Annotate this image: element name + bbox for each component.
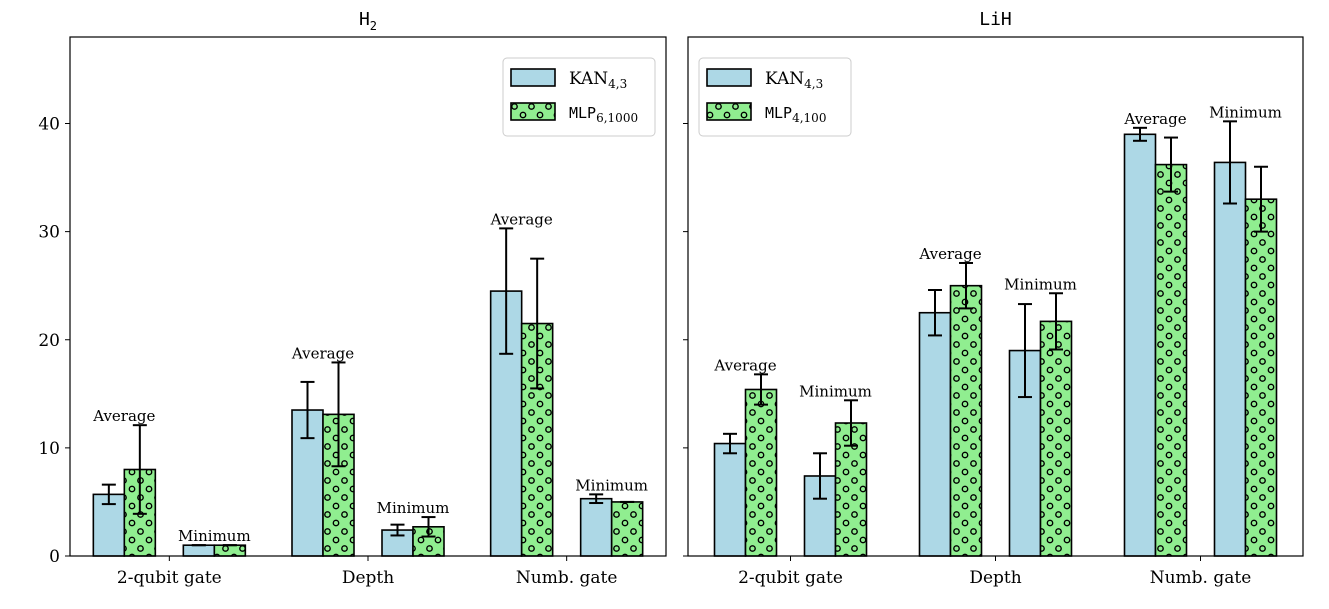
x-tick-label: Depth [342,568,394,588]
group-label-average: Average [490,210,553,228]
y-tick-label: 40 [38,115,60,135]
chart-title: LiH [979,9,1012,30]
legend-label-kan: KAN4,3 [765,69,823,91]
legend-swatch-kan [510,68,556,87]
group-label-average: Average [713,356,776,374]
group-label-average: Average [918,245,981,263]
bar-kan-minimum-3 [579,497,613,557]
group-label-minimum: Minimum [575,476,648,494]
chart-title: H2 [359,9,377,33]
x-tick-label: Depth [969,568,1021,588]
y-tick-label: 30 [38,223,60,243]
y-tick-label: 0 [49,547,60,567]
legend-swatch-mlp [510,102,556,121]
legend-swatch-kan [706,68,752,87]
bar-kan-average-3 [1123,133,1157,557]
group-label-minimum: Minimum [799,382,872,400]
bar-kan-minimum-1 [182,544,216,557]
bar-mlp-minimum-3 [610,501,644,557]
plot-frame [687,36,1304,557]
bar-kan-average-1 [713,442,747,557]
legend: KAN4,3 MLP4,100 [698,57,852,137]
group-label-average: Average [1123,110,1186,128]
x-tick-label: 2-qubit gate [738,568,843,588]
x-tick-label: Numb. gate [516,568,618,588]
legend: KAN4,3 MLP6,1000 [502,57,656,137]
plot-frame [69,36,667,557]
group-label-minimum: Minimum [178,527,251,545]
chart-panel-1: 0 10 20 30 40 Average Minimum 2-qubit gate Avera… [38,9,667,588]
group-label-average: Average [291,344,354,362]
x-tick-label: 2-qubit gate [117,568,222,588]
bar-kan-minimum-3 [1213,161,1247,557]
bar-mlp-minimum-2 [1039,320,1073,557]
bar-mlp-minimum-1 [213,544,247,557]
group-label-minimum: Minimum [377,499,450,517]
legend-label-mlp: MLP6,1000 [569,104,638,125]
bar-mlp-average-3 [1154,163,1188,557]
legend-swatch-mlp [706,102,752,121]
group-label-average: Average [92,407,155,425]
bar-kan-average-2 [918,311,952,557]
bar-mlp-average-2 [949,284,983,557]
legend-label-kan: KAN4,3 [569,69,627,91]
group-label-minimum: Minimum [1004,275,1077,293]
chart-panel-2: Average Minimum 2-qubit gate Average Minimum… [683,9,1304,588]
group-label-minimum: Minimum [1209,103,1282,121]
y-tick-label: 20 [38,331,60,351]
bar-mlp-average-1 [744,388,778,557]
legend-label-mlp: MLP4,100 [765,104,826,125]
y-tick-label: 10 [38,439,60,459]
x-tick-label: Numb. gate [1150,568,1252,588]
bar-mlp-minimum-3 [1244,198,1278,557]
